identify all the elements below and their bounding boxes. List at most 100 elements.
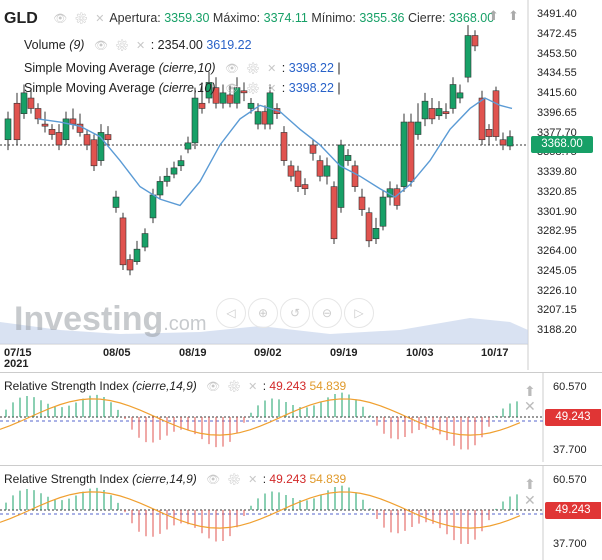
candle-body (163, 175, 171, 182)
high-value: 3374.11 (263, 11, 308, 25)
volume-value-1: 2354.00 (157, 38, 203, 52)
price-axis-label: 3434.55 (537, 67, 577, 80)
investing-logo: Investing.com (14, 300, 207, 339)
candle-body (379, 196, 387, 227)
volume-name: Volume (24, 38, 66, 52)
legend-controls-icon[interactable]: 👁 ⚙ ✕ (53, 13, 107, 25)
rsi1-controls-icon[interactable]: 👁 ⚙ ✕ (206, 381, 260, 393)
price-axis-label: 3207.15 (537, 304, 577, 317)
volume-controls-icon[interactable]: 👁 ⚙ ✕ (93, 40, 148, 52)
candle-body (27, 97, 35, 109)
candle-body (205, 82, 213, 99)
zoom-in-button[interactable]: ⊕ (248, 298, 278, 328)
open-label: Apertura: (109, 11, 161, 25)
candle-body (421, 100, 429, 120)
volume-legend[interactable]: Volume (9) 👁 ⚙ ✕ : 2354.00 3619.22 (24, 38, 252, 52)
candle-body (62, 118, 70, 141)
scroll-right-button[interactable]: ▷ (344, 298, 374, 328)
price-axis-label: 3472.45 (537, 27, 577, 40)
candle-body (456, 92, 464, 99)
sma2-controls-icon[interactable]: 👁 ⚙ ✕ (225, 83, 279, 95)
logo-suffix: .com (163, 313, 207, 335)
candle-body (48, 129, 56, 135)
candle-body (506, 136, 514, 147)
sma1-value: 3398.22 (288, 61, 334, 75)
low-label: Mínimo: (311, 11, 356, 25)
rsi-signal-line (0, 491, 521, 529)
rsi2-legend[interactable]: Relative Strength Index (cierre,14,9) 👁 … (4, 472, 347, 486)
candle-body (400, 121, 408, 187)
rsi1-move-icon[interactable]: ⬆ (524, 383, 536, 399)
time-axis-label: 10/17 (481, 347, 509, 359)
ohlc-header: GLD 👁 ⚙ ✕ Apertura: 3359.30 Máximo: 3374… (4, 10, 494, 28)
candle-body (485, 129, 493, 137)
price-axis-label: 3245.05 (537, 264, 577, 277)
high-label: Máximo: (212, 11, 261, 25)
time-axis-label: 10/03 (406, 347, 434, 359)
candle-body (126, 259, 134, 271)
candle-body (280, 132, 288, 161)
candle-body (351, 165, 359, 187)
candle-body (133, 248, 141, 262)
rsi2-axis-top: 60.570 (553, 474, 587, 486)
candle-body (240, 90, 248, 94)
candle-body (41, 123, 49, 127)
zoom-out-button[interactable]: ⊖ (312, 298, 342, 328)
price-axis-label: 3264.00 (537, 245, 577, 257)
sma1-legend[interactable]: Simple Moving Average (cierre,10) 👁 ⚙ ✕ … (24, 61, 341, 75)
candle-body (247, 102, 255, 109)
price-axis-label: 3491.40 (537, 8, 577, 20)
candle-body (170, 167, 178, 175)
rsi2-close-icon[interactable]: ✕ (524, 492, 536, 508)
sma2-legend[interactable]: Simple Moving Average (cierre,10) 👁 ⚙ ✕ … (24, 81, 341, 95)
candle-body (492, 90, 500, 137)
logo-main: Investing (14, 300, 164, 338)
price-axis-label: 3188.20 (537, 324, 577, 336)
price-axis-label: 3301.90 (537, 205, 577, 218)
candle-body (112, 196, 120, 208)
price-chart[interactable] (0, 0, 602, 370)
volume-value-2: 3619.22 (206, 38, 252, 52)
move-up-icon-2[interactable]: ⬆ (508, 8, 519, 23)
candle-body (344, 155, 352, 161)
candle-body (90, 139, 98, 167)
sma2-param: (cierre,10) (158, 81, 216, 95)
rsi1-signal: 54.839 (309, 379, 347, 393)
candle-body (149, 194, 157, 219)
candle-body (104, 134, 112, 141)
candle-body (323, 165, 331, 177)
time-axis-label: 07/15 (4, 347, 32, 359)
candle-body (212, 87, 220, 104)
price-axis-label: 3453.50 (537, 47, 577, 60)
rsi1-close-icon[interactable]: ✕ (524, 398, 536, 414)
price-axis-label: 3396.65 (537, 106, 577, 119)
candle-body (294, 170, 302, 187)
rsi2-value: 49.243 (269, 472, 307, 486)
scroll-left-button[interactable]: ◁ (216, 298, 246, 328)
rsi2-move-icon[interactable]: ⬆ (524, 476, 536, 492)
rsi2-signal: 54.839 (309, 472, 347, 486)
candle-body (464, 35, 472, 78)
rsi-panel-1[interactable] (0, 372, 602, 462)
sma2-value: 3398.22 (288, 81, 334, 95)
candle-body (442, 111, 450, 114)
rsi2-controls-icon[interactable]: 👁 ⚙ ✕ (206, 474, 260, 486)
rsi-panel-2[interactable] (0, 465, 602, 560)
candle-body (226, 94, 234, 104)
candle-body (69, 118, 77, 125)
reset-button[interactable]: ↺ (280, 298, 310, 328)
rsi1-name: Relative Strength Index (4, 379, 129, 393)
rsi1-legend[interactable]: Relative Strength Index (cierre,14,9) 👁 … (4, 379, 347, 393)
candle-body (219, 92, 227, 104)
rsi1-value: 49.243 (269, 379, 307, 393)
rsi2-value-tag: 49.243 (545, 502, 601, 519)
move-up-icon[interactable]: ⬆ (488, 8, 499, 23)
symbol: GLD (4, 10, 38, 27)
candle-body (287, 165, 295, 177)
candle-body (435, 108, 443, 117)
candle-body (119, 217, 127, 266)
candle-body (372, 228, 380, 240)
sma1-controls-icon[interactable]: 👁 ⚙ ✕ (225, 63, 279, 75)
candle-body (198, 102, 206, 109)
time-axis-year: 2021 (4, 358, 29, 370)
